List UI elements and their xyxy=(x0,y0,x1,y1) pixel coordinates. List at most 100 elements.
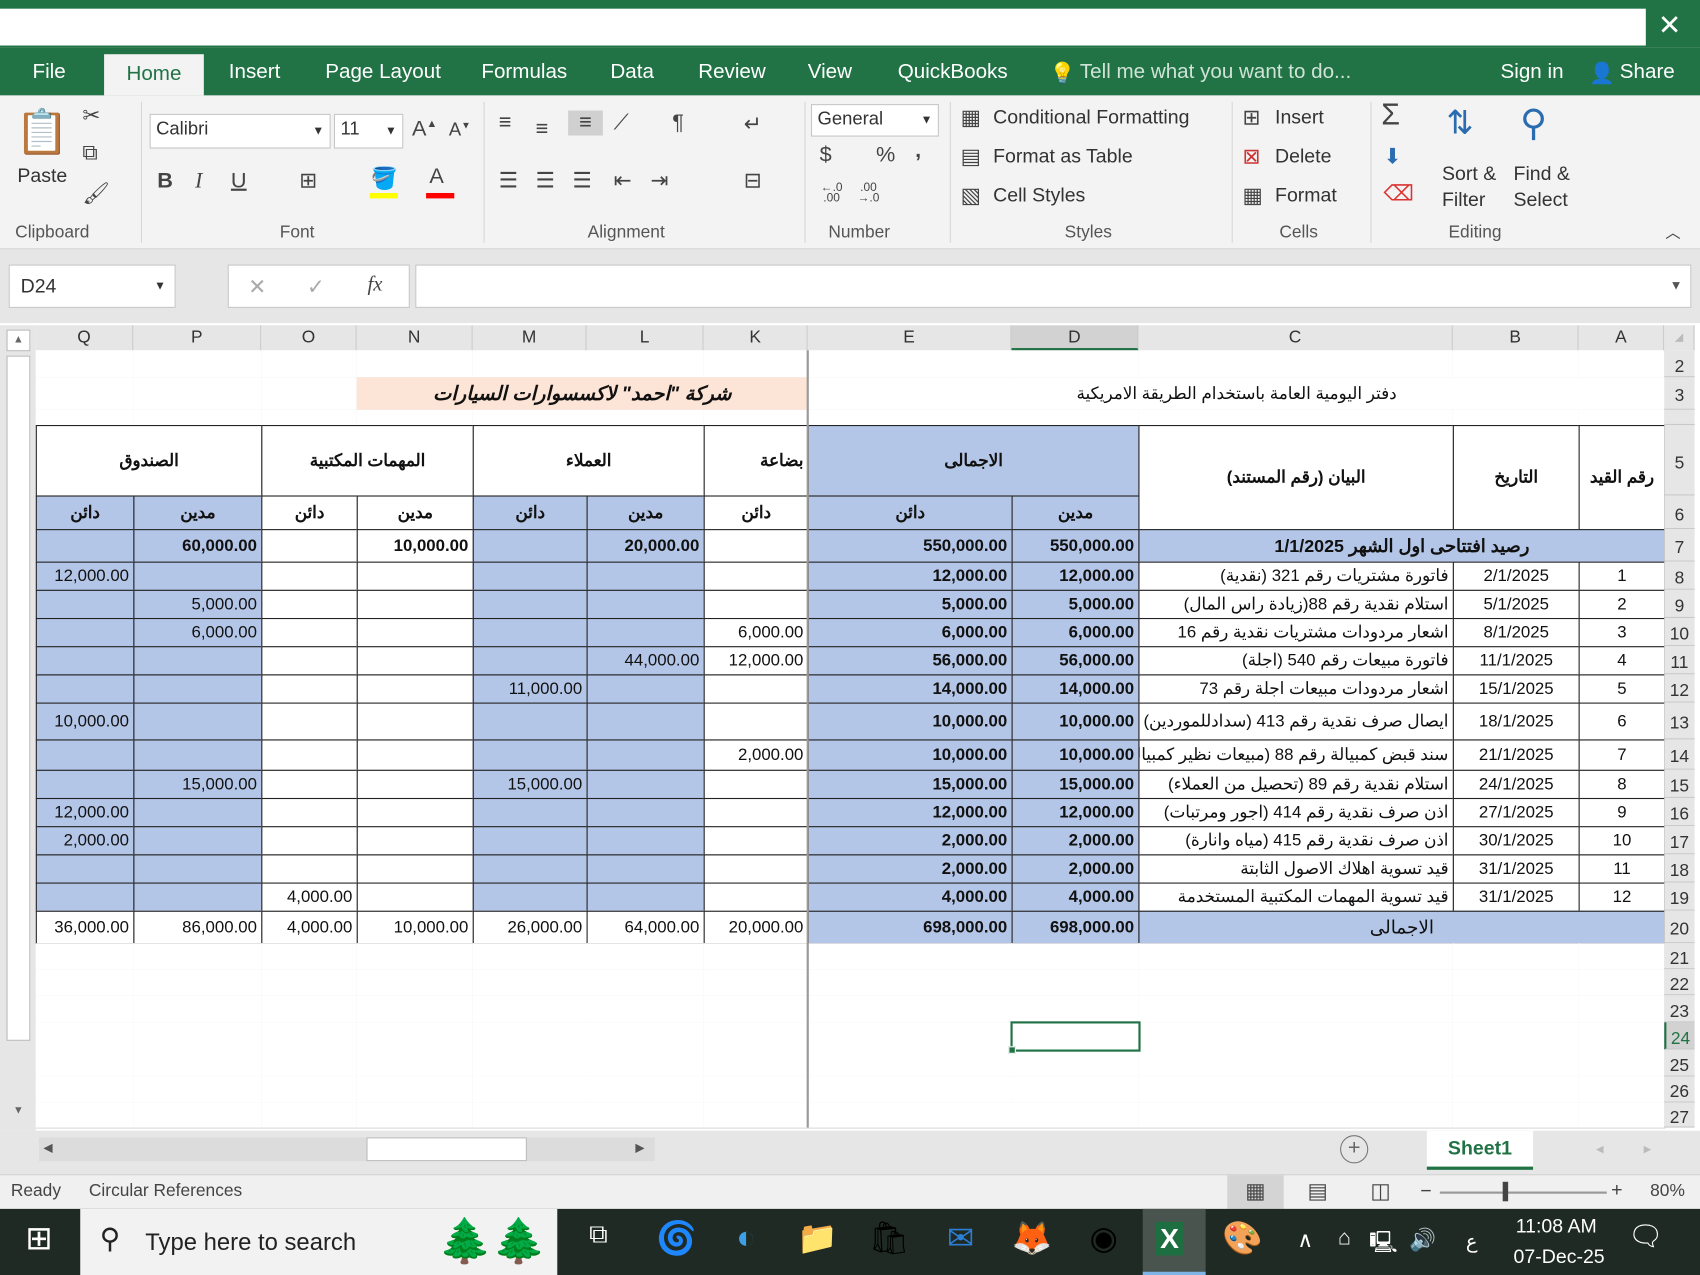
empty-cell[interactable] xyxy=(703,882,809,912)
cell-D11[interactable]: 56,000.00 xyxy=(1011,646,1140,676)
align-middle-icon[interactable]: ≡ xyxy=(535,117,549,141)
empty-cell[interactable] xyxy=(356,589,474,620)
empty-cell[interactable] xyxy=(586,943,705,971)
align-bottom-icon[interactable]: ≡ xyxy=(568,110,603,136)
cell-M20[interactable]: 26,000.00 xyxy=(472,910,588,945)
empty-cell[interactable] xyxy=(472,529,588,563)
cell-D12[interactable]: 14,000.00 xyxy=(1011,674,1140,704)
empty-cell[interactable] xyxy=(586,995,705,1024)
chrome-icon[interactable]: ◉ xyxy=(1089,1220,1118,1257)
empty-cell[interactable] xyxy=(35,529,135,563)
empty-cell[interactable] xyxy=(472,617,588,648)
cell-D7[interactable]: 550,000.00 xyxy=(1011,529,1140,563)
empty-cell[interactable] xyxy=(703,350,809,379)
page-break-view-icon[interactable]: ◫ xyxy=(1370,1179,1391,1204)
vertical-scrollbar[interactable]: ▲ ▼ xyxy=(0,325,36,1131)
cell-E3[interactable]: دفتر اليومية العامة باستخدام الطريقة الا… xyxy=(807,377,1666,411)
normal-view-icon[interactable]: ▦ xyxy=(1227,1175,1284,1209)
cell-K5[interactable]: بضاعة xyxy=(703,425,809,497)
empty-cell[interactable] xyxy=(261,529,358,563)
paste-button[interactable]: Paste xyxy=(17,164,68,187)
fill-color-icon[interactable]: 🪣 xyxy=(370,166,398,191)
cell-A15[interactable]: 8 xyxy=(1578,769,1666,800)
empty-cell[interactable] xyxy=(472,702,588,741)
tab-home[interactable]: Home xyxy=(104,54,204,96)
cell-C18[interactable]: قيد تسوية اهلاك الاصول الثابتة xyxy=(1138,854,1454,884)
cell-A5[interactable]: رقم القيد xyxy=(1578,425,1666,531)
cell-D14[interactable]: 10,000.00 xyxy=(1011,739,1140,771)
empty-cell[interactable] xyxy=(1578,409,1666,427)
cell-D19[interactable]: 4,000.00 xyxy=(1011,882,1140,912)
cell-B14[interactable]: 21/1/2025 xyxy=(1452,739,1580,771)
empty-cell[interactable] xyxy=(586,674,705,704)
cell-E10[interactable]: 6,000.00 xyxy=(807,617,1013,648)
row-header-23[interactable]: 23 xyxy=(1664,995,1695,1023)
cell-A14[interactable]: 7 xyxy=(1578,739,1666,771)
empty-cell[interactable] xyxy=(1011,995,1140,1024)
empty-cell[interactable] xyxy=(703,409,809,427)
empty-cell[interactable] xyxy=(356,646,474,676)
cell-E17[interactable]: 2,000.00 xyxy=(807,826,1013,856)
empty-cell[interactable] xyxy=(472,797,588,828)
empty-cell[interactable] xyxy=(1578,1102,1666,1129)
cell-E8[interactable]: 12,000.00 xyxy=(807,561,1013,591)
cell-D20[interactable]: 698,000.00 xyxy=(1011,910,1140,945)
cell-K11[interactable]: 12,000.00 xyxy=(703,646,809,676)
empty-cell[interactable] xyxy=(356,854,474,884)
delete-cells-button[interactable]: Delete xyxy=(1275,145,1332,167)
zoom-level[interactable]: 80% xyxy=(1650,1181,1685,1201)
empty-cell[interactable] xyxy=(133,739,263,771)
cell-B5[interactable]: التاريخ xyxy=(1452,425,1580,531)
empty-cell[interactable] xyxy=(356,995,474,1024)
empty-cell[interactable] xyxy=(472,589,588,620)
percent-button[interactable]: % xyxy=(876,143,896,167)
cell-E18[interactable]: 2,000.00 xyxy=(807,854,1013,884)
zoom-slider-thumb[interactable] xyxy=(1502,1181,1508,1202)
empty-cell[interactable] xyxy=(472,882,588,912)
empty-cell[interactable] xyxy=(261,350,358,379)
cell-A11[interactable]: 4 xyxy=(1578,646,1666,676)
empty-cell[interactable] xyxy=(356,943,474,971)
row-header-2[interactable]: 2 xyxy=(1664,350,1695,378)
empty-cell[interactable] xyxy=(133,1076,263,1104)
horizontal-scroll-thumb[interactable] xyxy=(366,1137,527,1162)
empty-cell[interactable] xyxy=(586,589,705,620)
status-circular-references[interactable]: Circular References xyxy=(88,1181,243,1201)
cell-O19[interactable]: 4,000.00 xyxy=(261,882,358,912)
cell-D6[interactable]: مدين xyxy=(1011,495,1140,531)
currency-button[interactable]: $ xyxy=(819,143,832,167)
empty-cell[interactable] xyxy=(261,1076,358,1104)
cell-O6[interactable]: دائن xyxy=(261,495,358,531)
empty-cell[interactable] xyxy=(1011,1076,1140,1104)
cell-C5[interactable]: البيان (رقم المستند) xyxy=(1138,425,1454,531)
row-header-16[interactable]: 16 xyxy=(1664,797,1695,827)
empty-cell[interactable] xyxy=(586,702,705,741)
horizontal-scrollbar[interactable]: ◀ ▶ xyxy=(39,1137,655,1162)
share-button[interactable]: Share xyxy=(1619,60,1675,84)
align-right-icon[interactable]: ☰ xyxy=(572,169,592,193)
cell-A17[interactable]: 10 xyxy=(1578,826,1666,856)
empty-cell[interactable] xyxy=(356,882,474,912)
tab-quickbooks[interactable]: QuickBooks xyxy=(897,60,1008,84)
cell-A18[interactable]: 11 xyxy=(1578,854,1666,884)
empty-cell[interactable] xyxy=(261,377,358,411)
clear-icon[interactable]: ⌫ xyxy=(1383,182,1415,206)
empty-cell[interactable] xyxy=(586,350,705,379)
next-sheet-icon[interactable]: ▸ xyxy=(1643,1139,1652,1157)
empty-cell[interactable] xyxy=(586,797,705,828)
cell-D15[interactable]: 15,000.00 xyxy=(1011,769,1140,800)
cell-O5[interactable]: المهمات المكتبية xyxy=(261,425,474,497)
empty-cell[interactable] xyxy=(356,702,474,741)
empty-cell[interactable] xyxy=(35,377,135,411)
empty-cell[interactable] xyxy=(35,1076,135,1104)
empty-cell[interactable] xyxy=(703,1022,809,1051)
empty-cell[interactable] xyxy=(472,409,588,427)
page-layout-view-icon[interactable]: ▤ xyxy=(1307,1179,1329,1204)
empty-cell[interactable] xyxy=(1578,1022,1666,1051)
network-icon[interactable]: 🖳 xyxy=(1368,1230,1398,1255)
cell-E9[interactable]: 5,000.00 xyxy=(807,589,1013,620)
empty-cell[interactable] xyxy=(1138,943,1454,971)
store-icon[interactable]: 🛍 xyxy=(868,1220,910,1257)
empty-cell[interactable] xyxy=(261,674,358,704)
enter-icon[interactable]: ✓ xyxy=(306,275,326,300)
